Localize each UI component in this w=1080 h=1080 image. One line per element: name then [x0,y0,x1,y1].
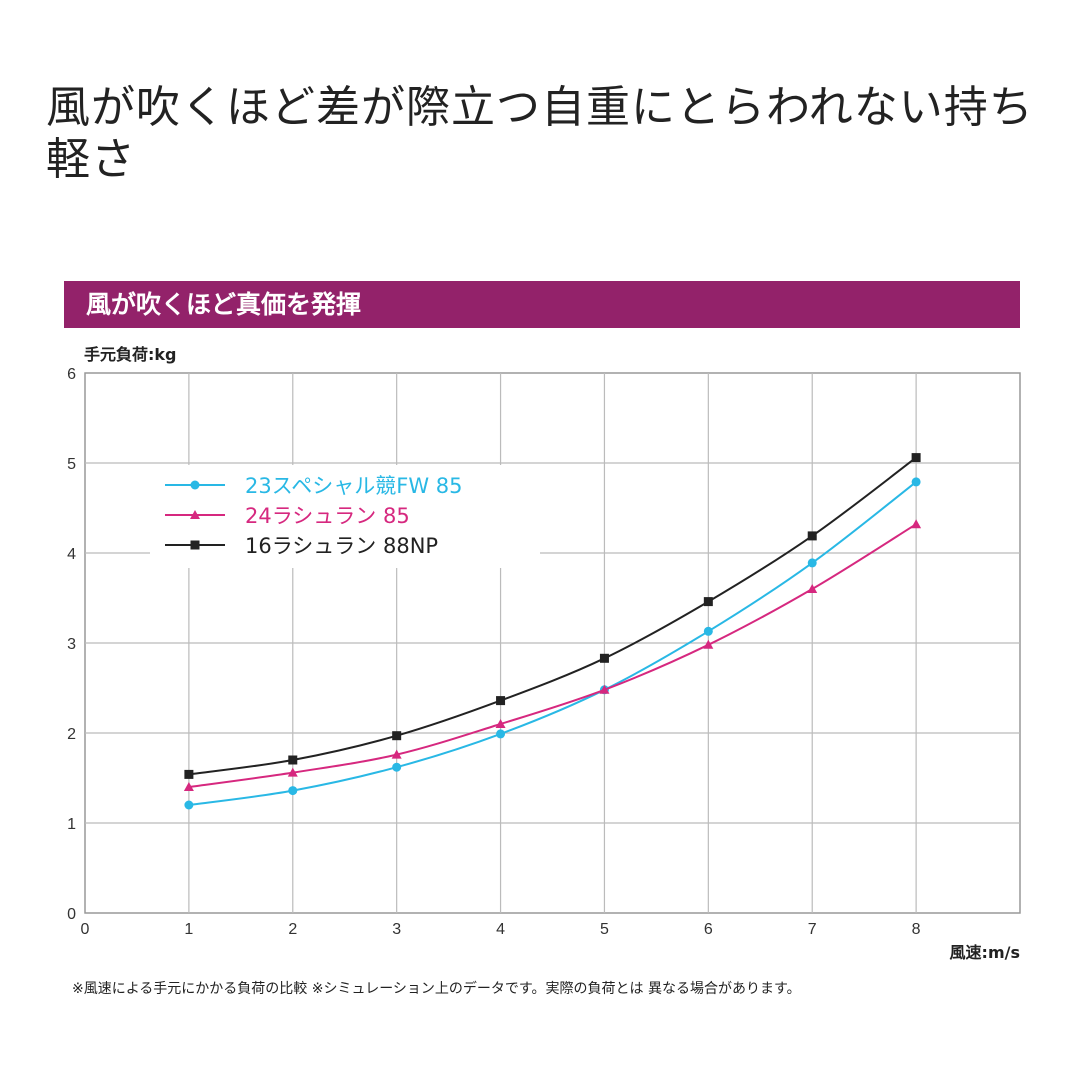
legend-label: 16ラシュラン 88NP [245,534,438,558]
data-point [703,597,713,607]
x-tick-label: 6 [704,921,713,938]
y-tick-label: 3 [67,636,76,653]
x-tick-label: 3 [392,921,401,938]
data-point [911,477,921,487]
data-point [183,782,194,791]
data-point [288,786,298,796]
data-point [392,731,402,741]
legend-marker [190,510,200,519]
x-tick-label: 8 [912,921,921,938]
x-tick-label: 7 [808,921,817,938]
data-point [288,755,298,765]
y-tick-label: 4 [67,546,76,563]
legend-marker [190,480,200,490]
page-headline: 風が吹くほど差が際立つ自重にとらわれない持ち軽さ [46,82,1034,185]
footnote: ※風速による手元にかかる負荷の比較 ※シミュレーション上のデータです。実際の負荷… [72,981,801,997]
data-point [807,531,817,541]
data-point [911,453,921,463]
x-axis-label: 風速:m/s [950,943,1020,962]
x-tick-label: 2 [288,921,297,938]
data-point [287,767,298,777]
legend-label: 24ラシュラン 85 [245,504,410,528]
x-tick-label: 4 [496,921,505,938]
data-point [703,639,714,649]
data-point [496,729,506,739]
legend-background [150,465,540,568]
data-point [911,519,922,529]
y-tick-label: 1 [67,816,76,833]
x-tick-label: 5 [600,921,609,938]
data-point [599,684,610,694]
y-tick-label: 2 [67,726,76,743]
data-point [807,584,818,593]
data-point [391,749,402,759]
data-point [599,653,609,663]
series-line [188,481,917,806]
data-point [184,769,194,779]
y-axis-label: 手元負荷:kg [84,345,177,364]
data-point [496,696,506,706]
y-tick-label: 5 [67,456,76,473]
data-point [703,626,713,636]
data-point [807,558,817,568]
legend-label: 23スペシャル競FW 85 [245,474,463,498]
x-tick-label: 0 [81,921,90,938]
chart-title-banner: 風が吹くほど真価を発揮 [64,281,1020,328]
x-tick-label: 1 [184,921,193,938]
data-point [392,762,402,772]
data-point [184,800,194,810]
y-tick-label: 0 [67,906,76,923]
y-tick-label: 6 [67,366,76,383]
data-point [495,719,506,728]
legend-marker [190,540,200,550]
